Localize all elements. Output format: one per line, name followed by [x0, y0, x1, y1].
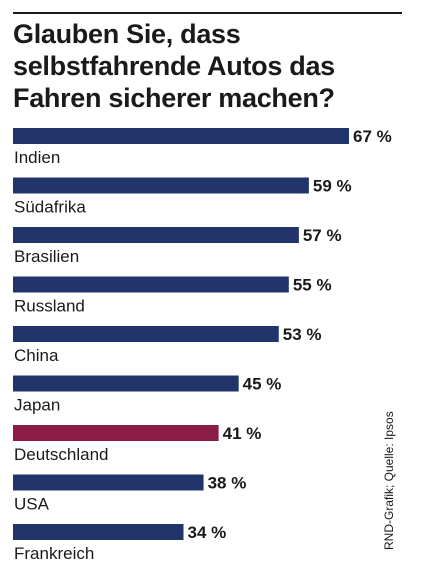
value-label-frankreich: 34 % [188, 523, 227, 542]
value-label-japan: 45 % [243, 375, 282, 394]
value-label-china: 53 % [283, 325, 322, 344]
category-label-frankreich: Frankreich [14, 544, 94, 563]
category-label-deutschland: Deutschland [14, 445, 109, 464]
value-label-indien: 67 % [353, 127, 392, 146]
category-label-china: China [14, 346, 59, 365]
source-credit: RND-Grafik; Quelle: Ipsos [382, 411, 396, 550]
category-label-russland: Russland [14, 297, 85, 316]
category-label-indien: Indien [14, 148, 60, 167]
category-label-usa: USA [14, 495, 50, 514]
bar-china [13, 326, 279, 342]
top-rule [13, 12, 402, 14]
chart-title: Glauben Sie, dass selbstfahrende Autos d… [13, 19, 335, 113]
bar-indien [13, 128, 349, 144]
bar-s-dafrika [13, 177, 309, 194]
bar-frankreich [13, 524, 184, 540]
value-label-brasilien: 57 % [303, 226, 342, 245]
value-label-usa: 38 % [208, 474, 247, 493]
value-label-s-dafrika: 59 % [313, 177, 352, 196]
value-label-russland: 55 % [293, 276, 332, 295]
category-label-brasilien: Brasilien [14, 247, 79, 266]
bar-russland [13, 276, 289, 293]
bar-brasilien [13, 227, 299, 243]
bar-deutschland [13, 425, 219, 441]
category-label-japan: Japan [14, 396, 60, 415]
value-label-deutschland: 41 % [223, 424, 262, 443]
bar-usa [13, 474, 204, 491]
category-label-s-dafrika: Südafrika [14, 198, 86, 217]
bar-japan [13, 375, 239, 392]
